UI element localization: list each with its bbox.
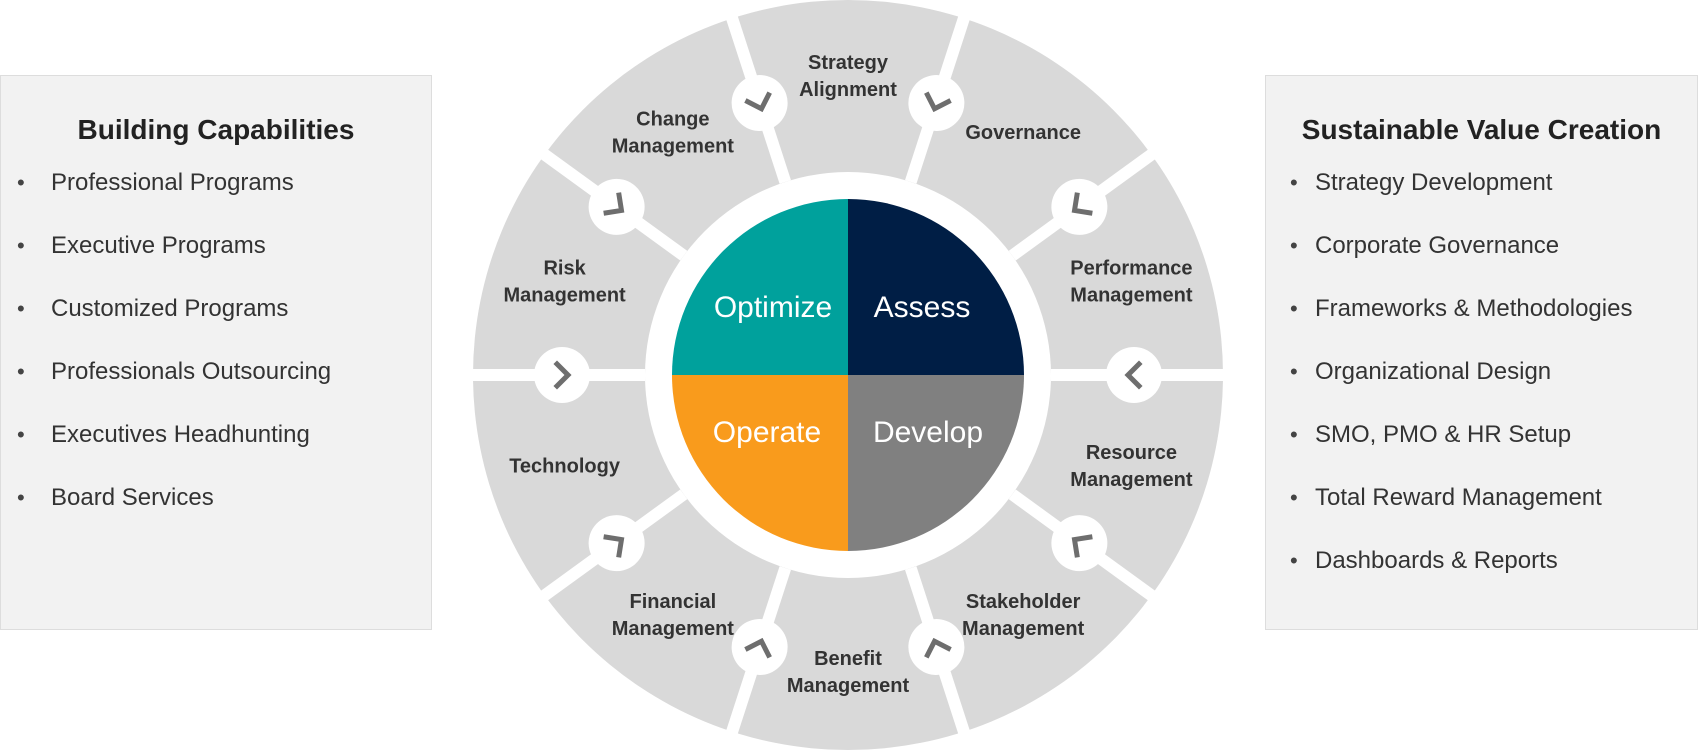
- chevron-right-icon: [731, 74, 788, 131]
- segment-label: Change Management: [612, 109, 735, 158]
- core-label-develop: Develop: [873, 416, 983, 449]
- core-quadrant-optimize: [672, 199, 848, 375]
- segment-label: Resource Management: [1070, 442, 1193, 491]
- chevron-right-icon: [588, 515, 645, 572]
- list-item: • Professionals Outsourcing: [17, 358, 332, 385]
- bullet-icon: •: [17, 233, 25, 258]
- bullet-icon: •: [1290, 548, 1298, 573]
- segment-label: Technology: [509, 455, 621, 477]
- core-label-assess: Assess: [874, 291, 971, 324]
- list-item: • Executives Headhunting: [17, 421, 310, 448]
- building-capabilities-panel: Building Capabilities • Professional Prog…: [0, 75, 432, 630]
- list-item: • Executive Programs: [17, 232, 266, 259]
- segment-label: Strategy Alignment: [799, 52, 897, 101]
- bullet-icon: •: [17, 296, 25, 321]
- chevron-right-icon: [908, 74, 965, 131]
- segment-label: Performance Management: [1070, 258, 1193, 307]
- core-label-operate: Operate: [713, 416, 821, 449]
- list-item: • SMO, PMO & HR Setup: [1290, 421, 1572, 448]
- segment-label: Governance: [965, 122, 1081, 144]
- list-item: • Customized Programs: [17, 295, 289, 322]
- sustainable-value-creation-panel: Sustainable Value Creation • Strategy Dev…: [1265, 75, 1698, 630]
- chevron-right-icon: [1051, 178, 1108, 235]
- list-item: • Total Reward Management: [1290, 484, 1602, 511]
- bullet-icon: •: [1290, 296, 1298, 321]
- chevron-right-icon: [1051, 515, 1108, 572]
- core-quadrant-develop: [848, 375, 1024, 551]
- chevron-right-icon: [534, 347, 590, 403]
- bullet-icon: •: [1290, 485, 1298, 510]
- list-item: • Frameworks & Methodologies: [1290, 295, 1633, 322]
- segment-label: Stakeholder Management: [962, 591, 1085, 640]
- building-capabilities-list: • Professional Programs • Executive Progra…: [1, 168, 431, 546]
- chevron-right-icon: [588, 178, 645, 235]
- chevron-right-icon: [1106, 347, 1162, 403]
- bullet-icon: •: [17, 359, 25, 384]
- list-item: • Organizational Design: [1290, 358, 1552, 385]
- chevron-right-icon: [908, 619, 965, 676]
- core-quadrant-assess: [848, 199, 1024, 375]
- segment-label: Benefit Management: [787, 648, 910, 697]
- list-item: • Board Services: [17, 484, 214, 511]
- segment-label: Financial Management: [612, 591, 735, 640]
- bullet-icon: •: [1290, 359, 1298, 384]
- bullet-icon: •: [17, 422, 25, 447]
- list-item: • Professional Programs: [17, 169, 294, 196]
- core-label-optimize: Optimize: [714, 291, 832, 324]
- bullet-icon: •: [1290, 422, 1298, 447]
- bullet-icon: •: [1290, 233, 1298, 258]
- bullet-icon: •: [1290, 170, 1298, 195]
- segment-label: Risk Management: [503, 258, 626, 307]
- bullet-icon: •: [17, 485, 25, 510]
- list-item: • Strategy Development: [1290, 169, 1553, 196]
- bullet-icon: •: [17, 170, 25, 195]
- sustainable-value-creation-list: • Strategy Development • Corporate Governa…: [1266, 168, 1697, 609]
- sustainable-value-creation-title: Sustainable Value Creation: [1301, 114, 1662, 145]
- list-item: • Corporate Governance: [1290, 232, 1560, 259]
- building-capabilities-title: Building Capabilities: [77, 114, 355, 145]
- chevron-right-icon: [731, 619, 788, 676]
- core-quadrant-operate: [672, 375, 848, 551]
- list-item: • Dashboards & Reports: [1290, 547, 1558, 574]
